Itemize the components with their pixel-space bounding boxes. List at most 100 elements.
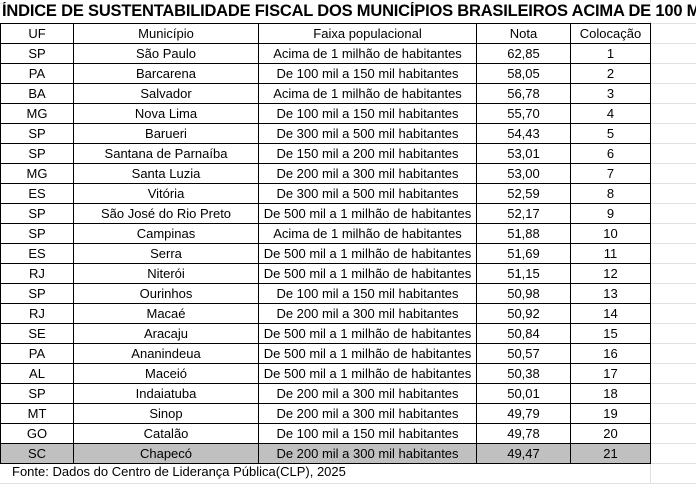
- cell: 51,88: [476, 223, 571, 244]
- cell: De 300 mil a 500 mil habitantes: [258, 183, 477, 204]
- cell: 6: [570, 143, 651, 164]
- cell: 51,15: [476, 263, 571, 284]
- cell: 2: [570, 63, 651, 84]
- cell: 21: [570, 443, 651, 464]
- cell: Ananindeua: [73, 343, 259, 364]
- cell: 53,00: [476, 163, 571, 184]
- cell: SC: [0, 443, 74, 464]
- table-row: SP Santana de Parnaíba De 150 mil a 200 mi…: [0, 143, 651, 164]
- cell: Acima de 1 milhão de habitantes: [258, 43, 477, 64]
- cell: PA: [0, 63, 74, 84]
- cell: MT: [0, 403, 74, 424]
- cell: Niterói: [73, 263, 259, 284]
- table-row: GO Catalão De 100 mil a 150 mil habitantes…: [0, 423, 651, 444]
- cell: De 500 mil a 1 milhão de habitantes: [258, 243, 477, 264]
- cell: Barueri: [73, 123, 259, 144]
- cell: De 300 mil a 500 mil habitantes: [258, 123, 477, 144]
- cell: 55,70: [476, 103, 571, 124]
- cell: De 200 mil a 300 mil habitantes: [258, 383, 477, 404]
- table-row: RJ Niterói De 500 mil a 1 milhão de habita…: [0, 263, 651, 284]
- table-row: ES Vitória De 300 mil a 500 mil habitantes…: [0, 183, 651, 204]
- table-row: AL Maceió De 500 mil a 1 milhão de habitan…: [0, 363, 651, 384]
- cell: 50,38: [476, 363, 571, 384]
- table-row: SE Aracaju De 500 mil a 1 milhão de habita…: [0, 323, 651, 344]
- cell: 13: [570, 283, 651, 304]
- cell: Maceió: [73, 363, 259, 384]
- cell: 19: [570, 403, 651, 424]
- cell: De 100 mil a 150 mil habitantes: [258, 103, 477, 124]
- cell: PA: [0, 343, 74, 364]
- table-row: MG Nova Lima De 100 mil a 150 mil habitant…: [0, 103, 651, 124]
- cell: Macaé: [73, 303, 259, 324]
- table-row: MG Santa Luzia De 200 mil a 300 mil habita…: [0, 163, 651, 184]
- cell: 1: [570, 43, 651, 64]
- cell: Catalão: [73, 423, 259, 444]
- cell: 53,01: [476, 143, 571, 164]
- cell: 52,59: [476, 183, 571, 204]
- cell: 52,17: [476, 203, 571, 224]
- cell: 16: [570, 343, 651, 364]
- header-cell: Nota: [476, 23, 571, 44]
- cell: 15: [570, 323, 651, 344]
- title: ÍNDICE DE SUSTENTABILIDADE FISCAL DOS MU…: [2, 2, 696, 21]
- cell: Santana de Parnaíba: [73, 143, 259, 164]
- cell: Barcarena: [73, 63, 259, 84]
- cell: SP: [0, 223, 74, 244]
- table-row: SP São Paulo Acima de 1 milhão de habitant…: [0, 43, 651, 64]
- cell: 50,01: [476, 383, 571, 404]
- cell: Campinas: [73, 223, 259, 244]
- cell: 11: [570, 243, 651, 264]
- cell: 58,05: [476, 63, 571, 84]
- cell: Indaiatuba: [73, 383, 259, 404]
- table-row: BA Salvador Acima de 1 milhão de habitante…: [0, 83, 651, 104]
- cell: Nova Lima: [73, 103, 259, 124]
- header-row: UF Município Faixa populacional Nota Colocaç…: [0, 23, 651, 44]
- cell: 51,69: [476, 243, 571, 264]
- cell: De 500 mil a 1 milhão de habitantes: [258, 323, 477, 344]
- cell: Sinop: [73, 403, 259, 424]
- cell: Serra: [73, 243, 259, 264]
- table-row: MT Sinop De 200 mil a 300 mil habitantes 49…: [0, 403, 651, 424]
- cell: 20: [570, 423, 651, 444]
- cell: 3: [570, 83, 651, 104]
- cell: 14: [570, 303, 651, 324]
- cell: 50,84: [476, 323, 571, 344]
- cell: São Paulo: [73, 43, 259, 64]
- table-row: SP São José do Rio Preto De 500 mil a 1 mi…: [0, 203, 651, 224]
- table-row: PA Barcarena De 100 mil a 150 mil habitant…: [0, 63, 651, 84]
- cell: De 200 mil a 300 mil habitantes: [258, 303, 477, 324]
- cell: Acima de 1 milhão de habitantes: [258, 223, 477, 244]
- cell: Acima de 1 milhão de habitantes: [258, 83, 477, 104]
- cell: De 200 mil a 300 mil habitantes: [258, 163, 477, 184]
- cell: De 500 mil a 1 milhão de habitantes: [258, 263, 477, 284]
- header-cell: Município: [73, 23, 259, 44]
- data-table: UF Município Faixa populacional Nota Colocaç…: [0, 23, 651, 464]
- cell: De 500 mil a 1 milhão de habitantes: [258, 203, 477, 224]
- table-row: PA Ananindeua De 500 mil a 1 milhão de hab…: [0, 343, 651, 364]
- cell: ES: [0, 243, 74, 264]
- table-row: SC Chapecó De 200 mil a 300 mil habitantes…: [0, 443, 651, 464]
- cell: SP: [0, 283, 74, 304]
- cell: Vitória: [73, 183, 259, 204]
- cell: 56,78: [476, 83, 571, 104]
- cell: 18: [570, 383, 651, 404]
- cell: De 100 mil a 150 mil habitantes: [258, 63, 477, 84]
- cell: 9: [570, 203, 651, 224]
- cell: 49,47: [476, 443, 571, 464]
- cell: De 200 mil a 300 mil habitantes: [258, 403, 477, 424]
- cell: SP: [0, 203, 74, 224]
- table-row: RJ Macaé De 200 mil a 300 mil habitantes 50…: [0, 303, 651, 324]
- cell: 7: [570, 163, 651, 184]
- cell: 50,98: [476, 283, 571, 304]
- cell: SP: [0, 143, 74, 164]
- cell: SP: [0, 123, 74, 144]
- cell: 49,79: [476, 403, 571, 424]
- cell: 5: [570, 123, 651, 144]
- cell: 10: [570, 223, 651, 244]
- cell: 50,92: [476, 303, 571, 324]
- cell: Chapecó: [73, 443, 259, 464]
- cell: Ourinhos: [73, 283, 259, 304]
- cell: 17: [570, 363, 651, 384]
- cell: RJ: [0, 303, 74, 324]
- cell: 54,43: [476, 123, 571, 144]
